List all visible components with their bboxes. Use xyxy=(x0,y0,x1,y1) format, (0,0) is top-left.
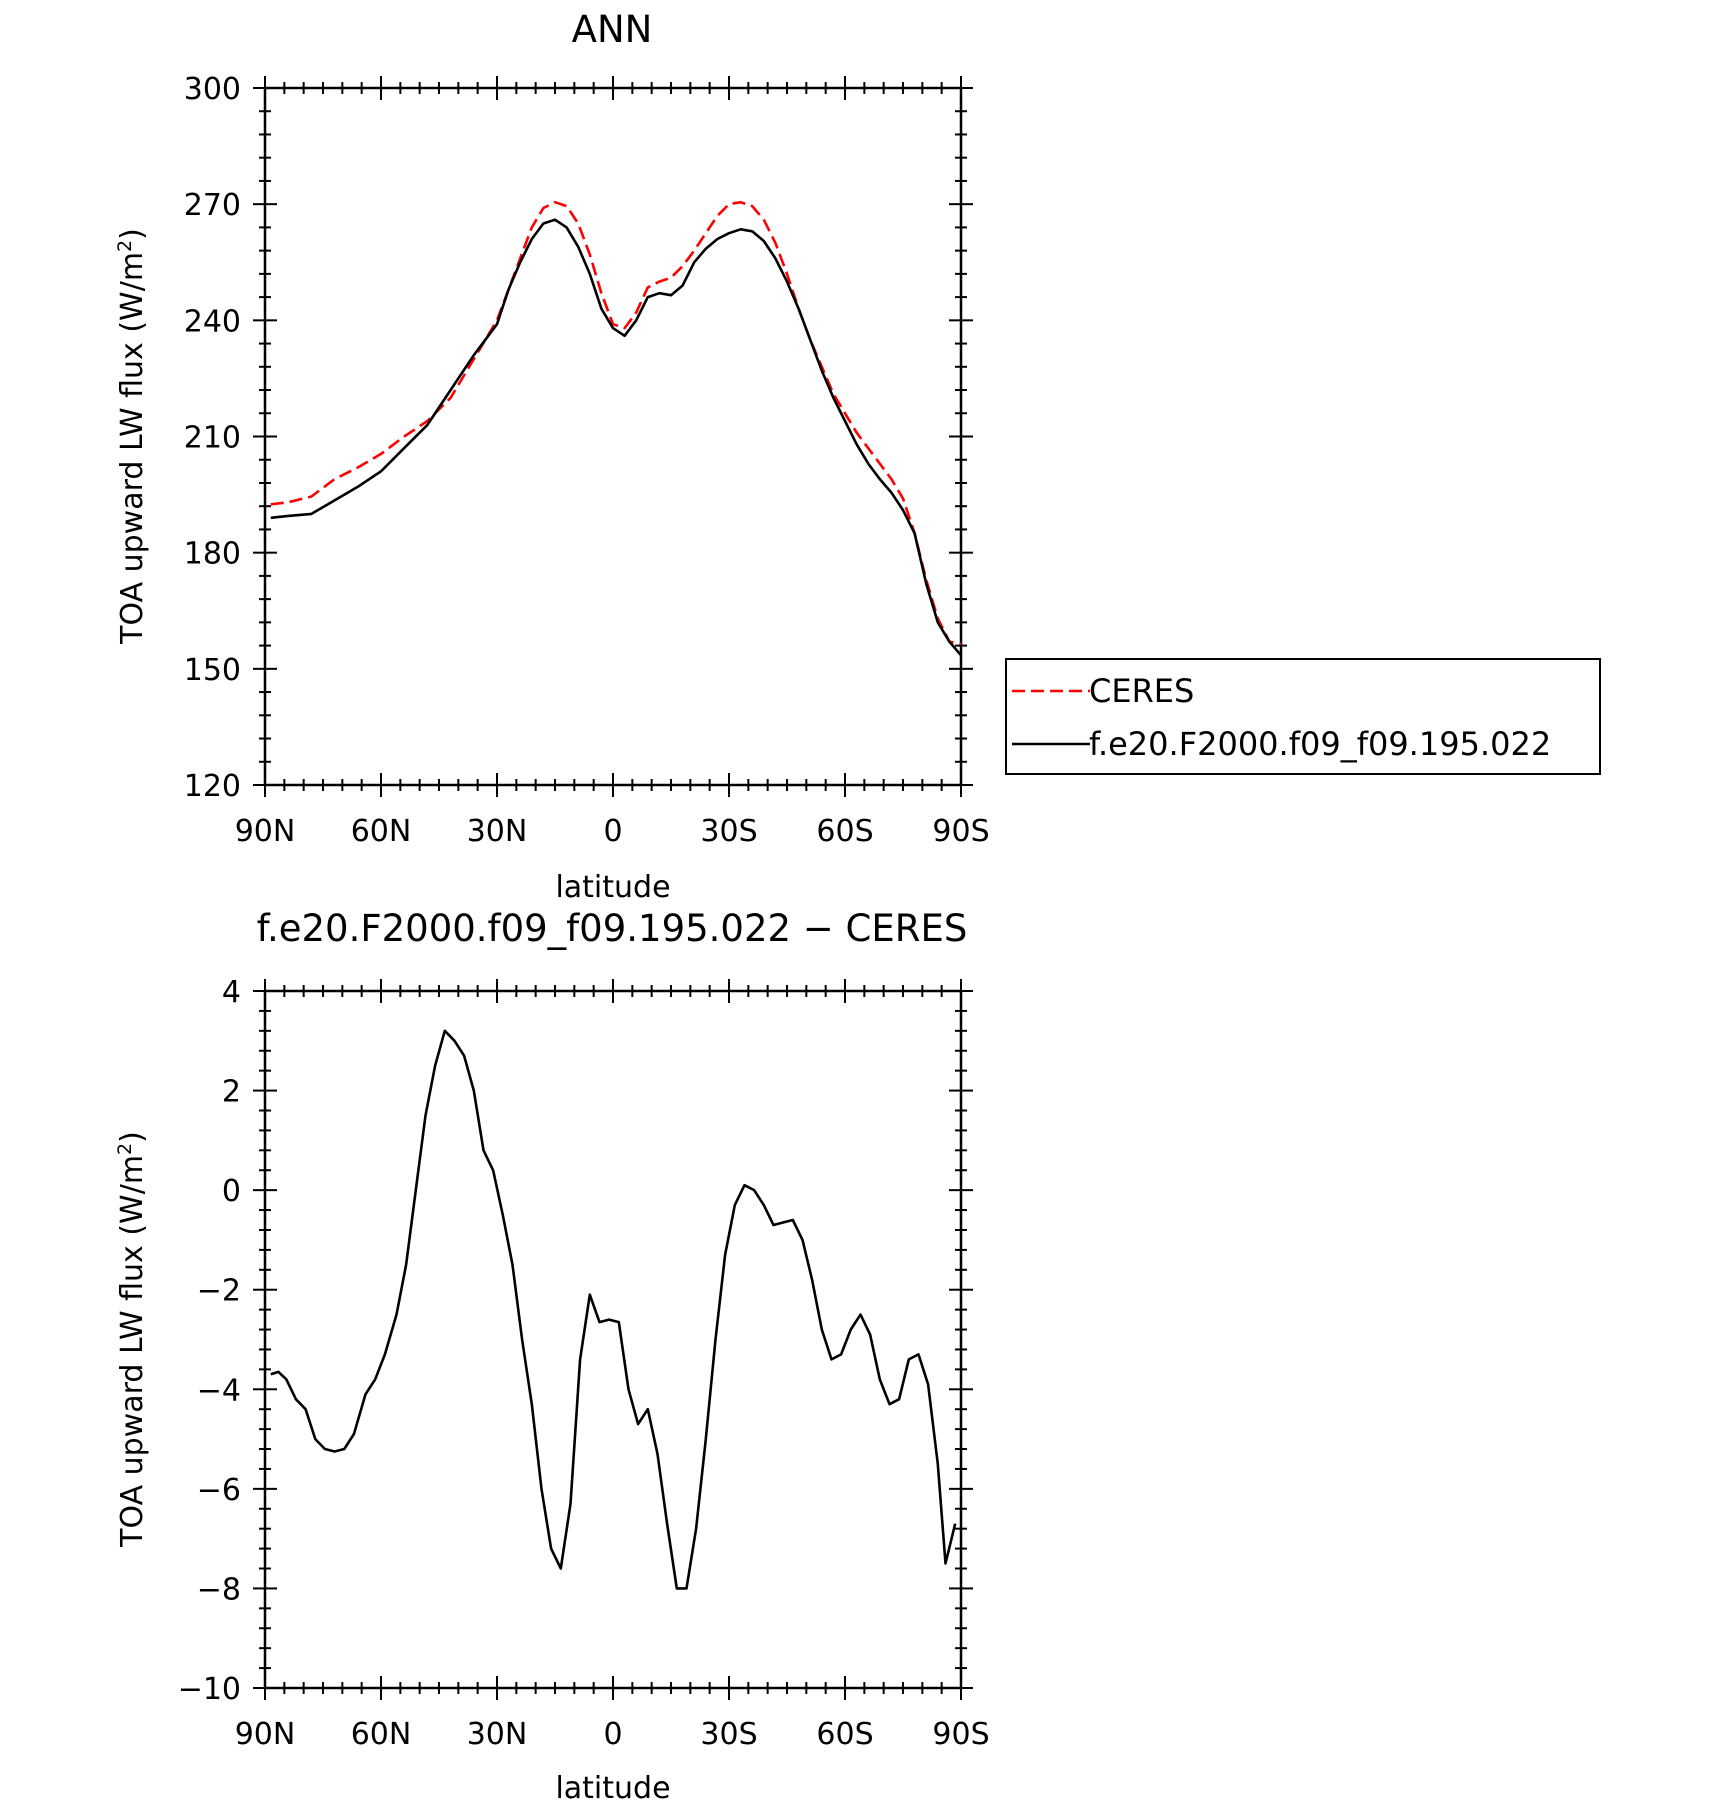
x-axis-label-bottom: latitude xyxy=(555,1771,670,1805)
chart-title-top: ANN xyxy=(572,8,653,51)
x-tick-label: 60S xyxy=(816,814,873,849)
y-tick-label: −6 xyxy=(197,1473,241,1508)
x-tick-label: 30S xyxy=(700,814,757,849)
x-tick-label: 90S xyxy=(932,814,989,849)
x-tick-label: 90N xyxy=(235,814,296,849)
y-tick-label: 270 xyxy=(184,188,241,223)
x-tick-label: 60S xyxy=(816,1717,873,1752)
x-tick-label: 60N xyxy=(351,814,412,849)
y-tick-label: 120 xyxy=(184,769,241,804)
y-tick-label: 4 xyxy=(222,975,241,1010)
x-tick-label: 60N xyxy=(351,1717,412,1752)
y-tick-label: −10 xyxy=(178,1672,241,1707)
y-tick-label: −4 xyxy=(197,1373,241,1408)
chart-title-bottom: f.e20.F2000.f09_f09.195.022 − CERES xyxy=(257,907,968,950)
series-top xyxy=(270,200,961,657)
y-tick-label: −2 xyxy=(197,1274,241,1309)
y-tick-label: 210 xyxy=(184,421,241,456)
series-line-0 xyxy=(270,200,961,646)
legend: CERES f.e20.F2000.f09_f09.195.022 xyxy=(1005,658,1601,775)
x-tick-label: 30N xyxy=(467,814,528,849)
x-tick-label: 30S xyxy=(700,1717,757,1752)
plot-frame-bottom xyxy=(263,989,963,1690)
plot-frame-top xyxy=(263,86,963,787)
x-tick-label: 90S xyxy=(932,1717,989,1752)
y-tick-label: 0 xyxy=(222,1174,241,1209)
series-line-1 xyxy=(270,218,961,657)
x-tick-labels-bottom: 90N 60N 30N 0 30S 60S 90S xyxy=(235,1717,990,1752)
y-tick-label: 180 xyxy=(184,537,241,572)
y-tick-label: 2 xyxy=(222,1075,241,1110)
x-axis-label-top: latitude xyxy=(555,870,670,905)
y-tick-labels-bottom: −10 −8 −6 −4 −2 0 2 4 xyxy=(178,975,241,1707)
y-axis-label-top: TOA upward LW flux (W/m2) xyxy=(114,228,150,645)
y-tick-label: 300 xyxy=(184,72,241,107)
panel-bottom: f.e20.F2000.f09_f09.195.022 − CERES 90N 6… xyxy=(114,907,990,1805)
y-tick-labels-top: 120 150 180 210 240 270 300 xyxy=(184,72,241,804)
legend-label-model: f.e20.F2000.f09_f09.195.022 xyxy=(1089,725,1551,763)
panel-top: ANN 90N 60N 30N 0 30S 60S 90S 120 150 180 210 240 2… xyxy=(114,8,1601,905)
series-bottom xyxy=(270,1029,957,1590)
x-tick-label: 0 xyxy=(603,1717,622,1752)
x-tick-label: 0 xyxy=(603,814,622,849)
x-tick-labels-top: 90N 60N 30N 0 30S 60S 90S xyxy=(235,814,990,849)
x-tick-label: 90N xyxy=(235,1717,296,1752)
legend-box xyxy=(1005,658,1601,775)
y-tick-label: 150 xyxy=(184,653,241,688)
ticks-top xyxy=(253,76,973,797)
y-tick-label: 240 xyxy=(184,304,241,339)
series-line-0 xyxy=(270,1029,957,1590)
ticks-bottom xyxy=(253,979,973,1700)
legend-label-ceres: CERES xyxy=(1089,672,1194,710)
y-tick-label: −8 xyxy=(197,1572,241,1607)
y-axis-label-bottom: TOA upward LW flux (W/m2) xyxy=(114,1131,150,1548)
x-tick-label: 30N xyxy=(467,1717,528,1752)
